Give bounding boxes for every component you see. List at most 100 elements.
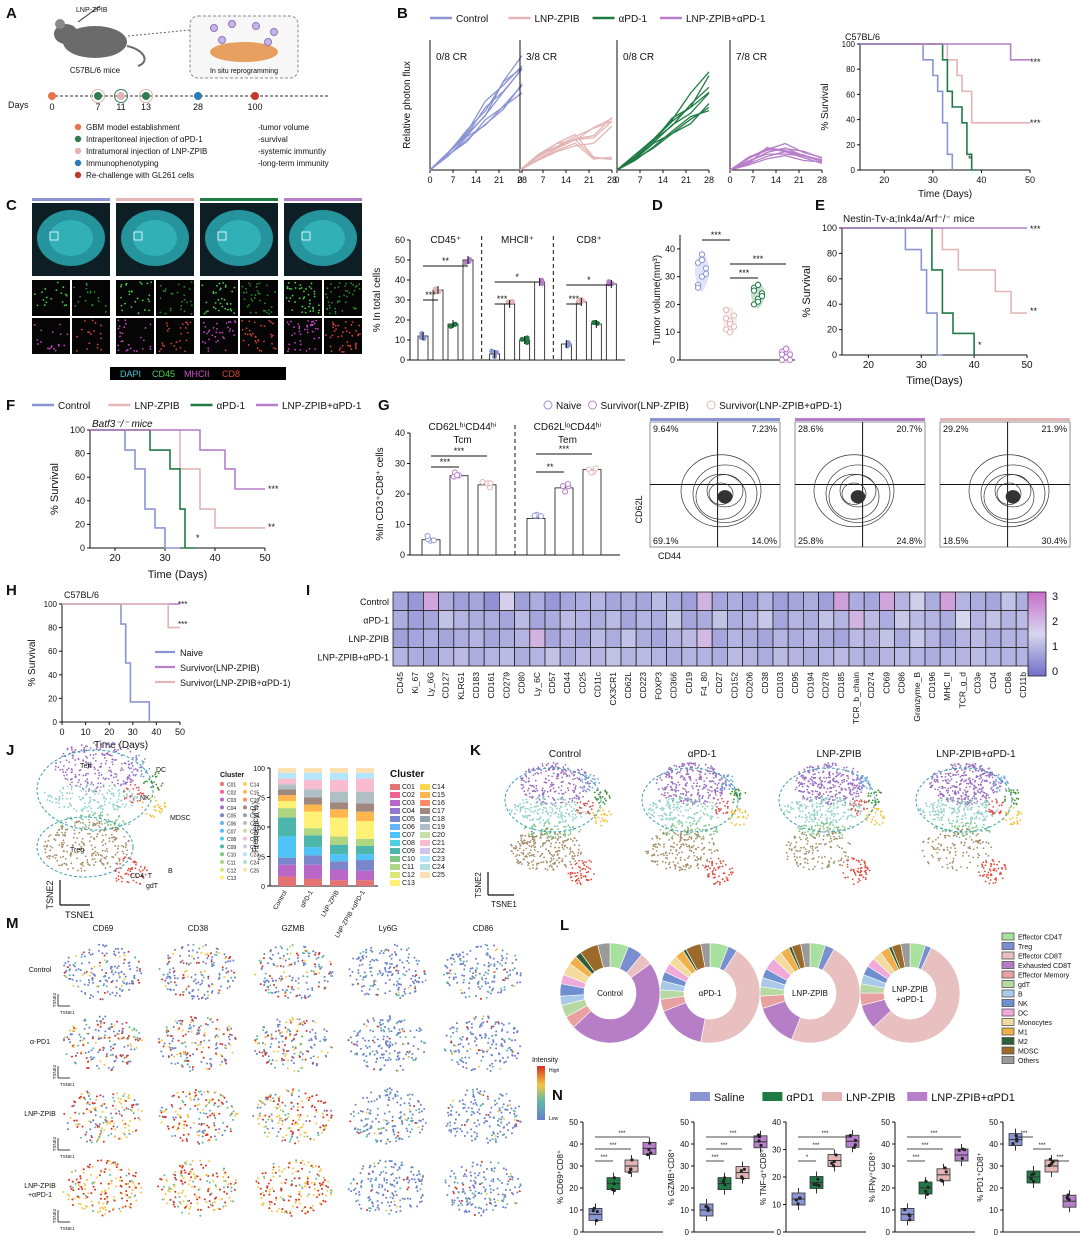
tsne-point — [668, 838, 671, 841]
chart-title: Nestin-Tv-a;Ink4a/Arf⁻/⁻ mice — [843, 214, 975, 225]
tsne-point — [609, 813, 612, 816]
tsne-point — [719, 862, 722, 865]
cell-dot — [290, 288, 293, 290]
y-tick-label: 0 — [851, 166, 856, 175]
heatmap-cell — [924, 610, 941, 630]
tsne-point — [127, 763, 130, 766]
tsne-point — [728, 788, 731, 790]
tsne-point — [109, 754, 112, 757]
tsne-point — [531, 769, 534, 771]
tsne-point — [541, 803, 544, 806]
tsne-point — [876, 798, 879, 801]
heatmap-cell — [483, 628, 500, 648]
tsne-point — [108, 837, 111, 840]
tsne-point — [690, 828, 693, 831]
tsne-point — [62, 834, 64, 837]
tsne-point — [93, 858, 96, 860]
tsne-point — [591, 804, 594, 807]
tsne-point — [696, 782, 699, 785]
cell-dot — [104, 304, 107, 307]
tsne-point — [548, 865, 551, 868]
tsne-point — [685, 843, 688, 846]
day-label: 100 — [247, 102, 262, 112]
heatmap-cell — [392, 610, 409, 630]
tsne-point — [739, 824, 742, 826]
tsne-point — [605, 799, 607, 802]
tsne-point — [802, 796, 805, 798]
heatmap-cell — [818, 628, 835, 648]
tsne-point — [985, 792, 988, 795]
x-tick-label: 50 — [259, 553, 271, 564]
cell-dot — [48, 347, 51, 350]
tsne-point — [571, 826, 574, 828]
cell-dot — [215, 322, 218, 325]
tsne-point — [112, 794, 115, 796]
x-tick-label: 28 — [817, 175, 827, 185]
color-scale-label: 3 — [1052, 591, 1058, 603]
tsne-point — [521, 787, 523, 790]
tsne-point — [127, 873, 130, 876]
tsne-point — [681, 765, 683, 768]
heatmap-cell — [955, 628, 972, 648]
tsne-point — [832, 804, 835, 807]
cell-dot — [291, 294, 294, 297]
tsne-point — [823, 855, 826, 858]
tsne-point — [696, 864, 699, 867]
tsne-point — [131, 801, 134, 804]
cell-dot — [270, 321, 272, 324]
tsne-point — [100, 774, 103, 776]
tsne-point — [793, 837, 796, 839]
cell-dot — [130, 306, 133, 308]
cell-dot — [161, 344, 164, 347]
tsne-point — [805, 850, 808, 853]
tsne-point — [550, 766, 552, 768]
tsne-point — [673, 846, 675, 849]
cell-dot — [86, 348, 89, 350]
tsne-point — [949, 775, 952, 778]
tsne-point — [101, 823, 103, 825]
cell-dot — [130, 290, 133, 293]
survival-curve — [842, 227, 943, 356]
cell-dot — [242, 291, 245, 294]
tsne-point — [715, 809, 717, 812]
tsne-point — [137, 786, 140, 789]
tsne-point — [81, 818, 84, 821]
tsne-point — [699, 858, 702, 861]
mouse-icon — [63, 26, 127, 58]
tsne-point — [583, 771, 586, 774]
tsne-point — [847, 783, 850, 786]
tsne-point — [697, 797, 700, 800]
tsne-point — [863, 860, 866, 863]
y-tick-label: 40 — [48, 671, 57, 680]
tsne-point — [70, 748, 73, 751]
tsne-point — [146, 780, 148, 783]
tsne-point — [826, 817, 829, 820]
tsne-point — [693, 840, 695, 843]
tsne-point — [839, 837, 841, 840]
tsne-point — [856, 799, 858, 802]
stacked-bar-segment — [304, 811, 322, 829]
tsne-point — [810, 776, 813, 779]
y-tick-label: 60 — [827, 274, 837, 284]
tsne-point — [866, 807, 869, 810]
tsne-point — [533, 849, 536, 851]
tsne-point — [786, 805, 789, 808]
tsne-point — [552, 803, 555, 806]
heatmap-cell — [711, 628, 728, 648]
tsne-point — [520, 783, 523, 786]
tsne-point — [89, 800, 91, 803]
tsne-point — [600, 813, 603, 816]
roi-box — [217, 231, 227, 241]
tsne-point — [66, 778, 69, 781]
tsne-point — [682, 792, 684, 795]
tsne-point — [981, 779, 984, 781]
tsne-point — [567, 787, 569, 790]
tsne-point — [560, 801, 562, 804]
tsne-point — [66, 747, 69, 750]
y-axis-label: Frequency(%) — [251, 802, 260, 853]
tsne-point — [558, 792, 560, 795]
cell-dot — [299, 284, 302, 287]
tsne-point — [857, 881, 860, 884]
tsne-point — [682, 865, 685, 868]
tsne-point — [582, 795, 584, 798]
